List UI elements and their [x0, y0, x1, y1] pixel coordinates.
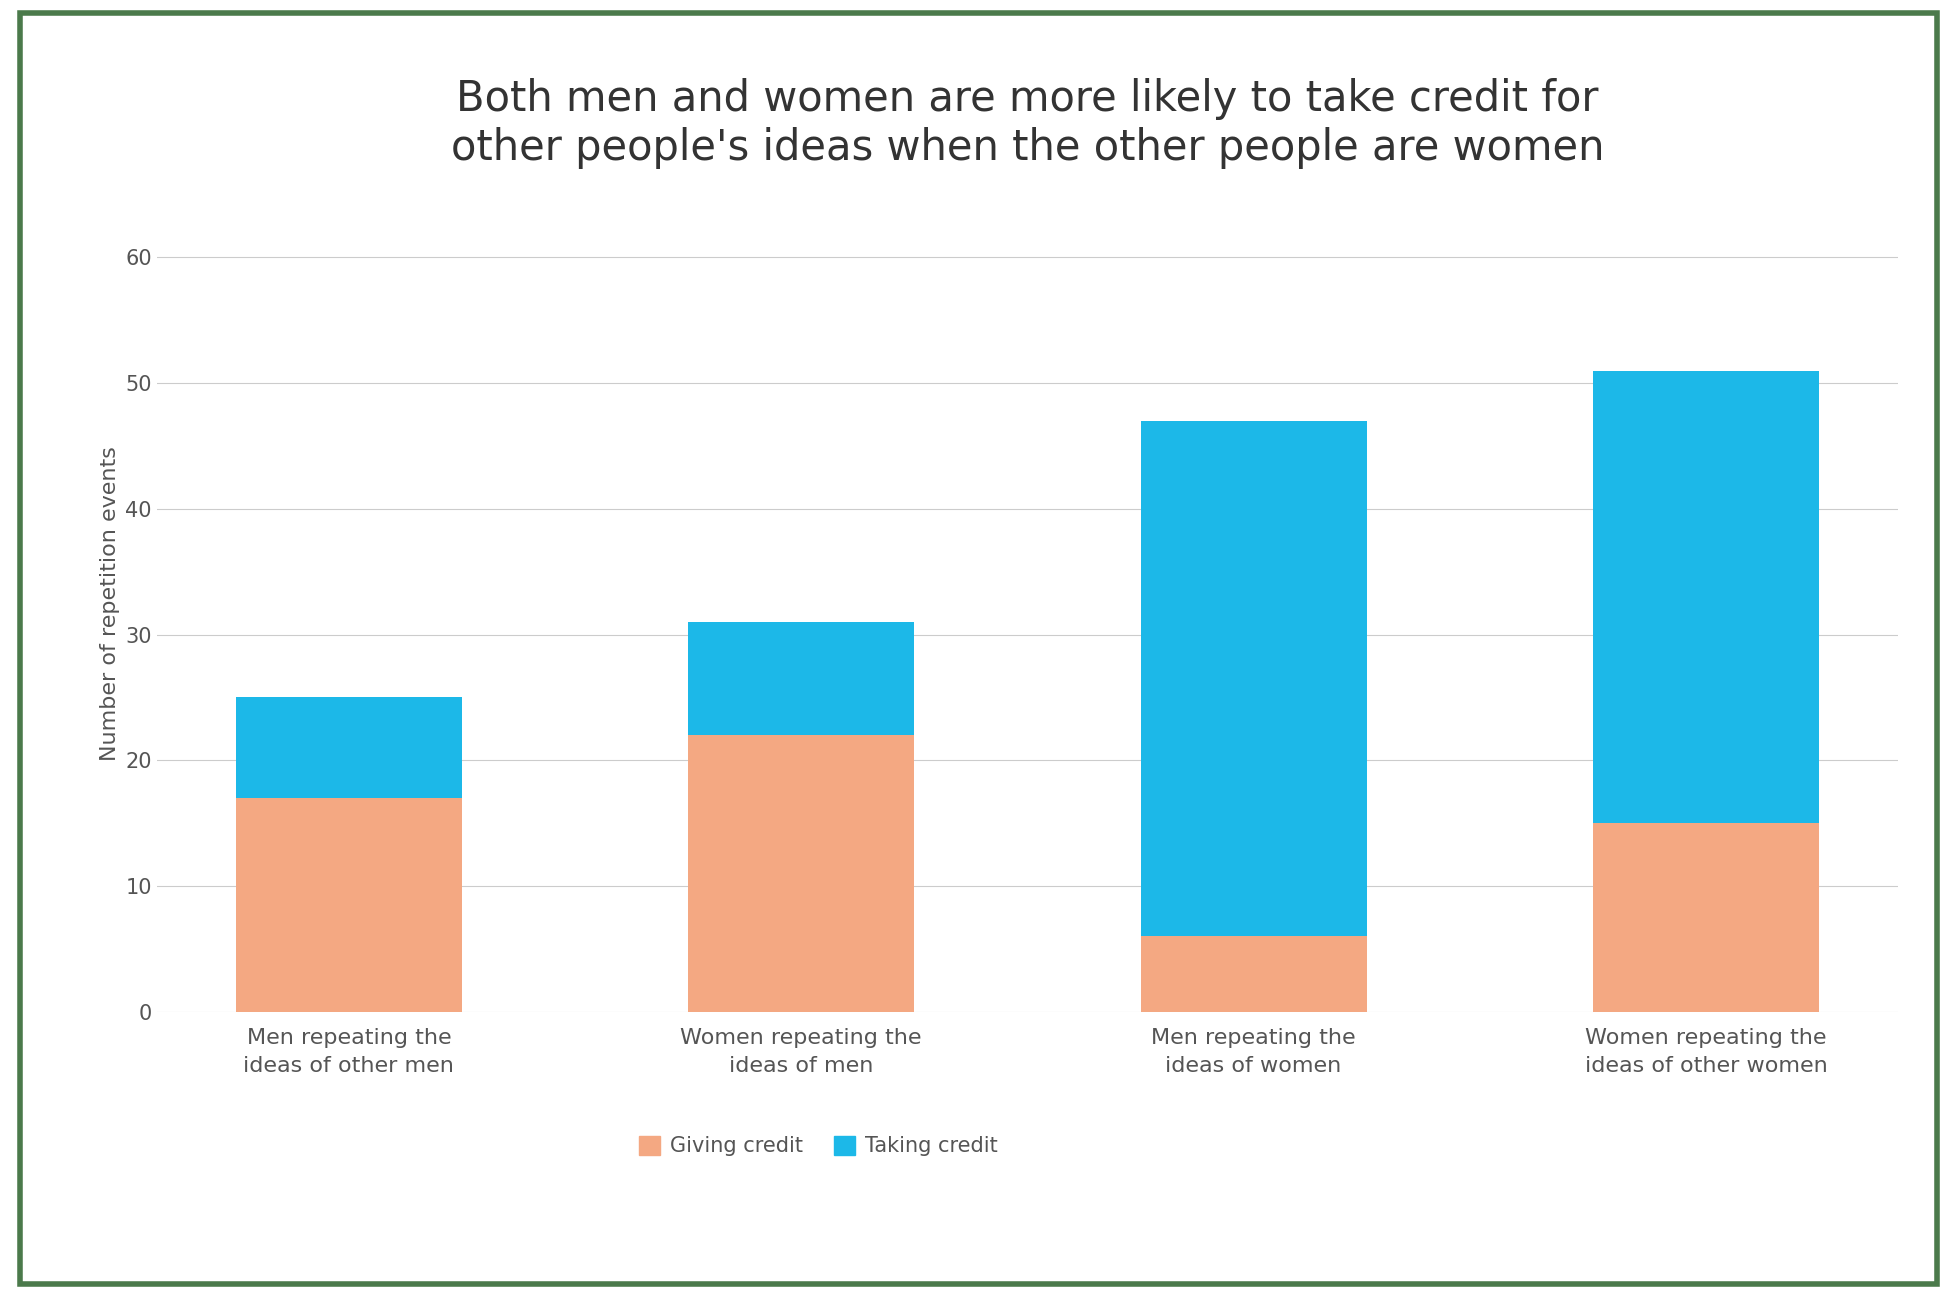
Title: Both men and women are more likely to take credit for
other people's ideas when : Both men and women are more likely to ta… — [450, 78, 1605, 169]
Legend: Giving credit, Taking credit: Giving credit, Taking credit — [630, 1127, 1006, 1165]
Bar — [235, 798, 462, 1012]
Bar — [1141, 420, 1366, 936]
Bar — [1141, 936, 1366, 1012]
Bar — [1593, 824, 1820, 1012]
Bar — [689, 623, 914, 735]
Y-axis label: Number of repetition events: Number of repetition events — [100, 446, 119, 760]
Bar — [689, 735, 914, 1012]
Bar — [235, 698, 462, 798]
Bar — [1593, 371, 1820, 824]
